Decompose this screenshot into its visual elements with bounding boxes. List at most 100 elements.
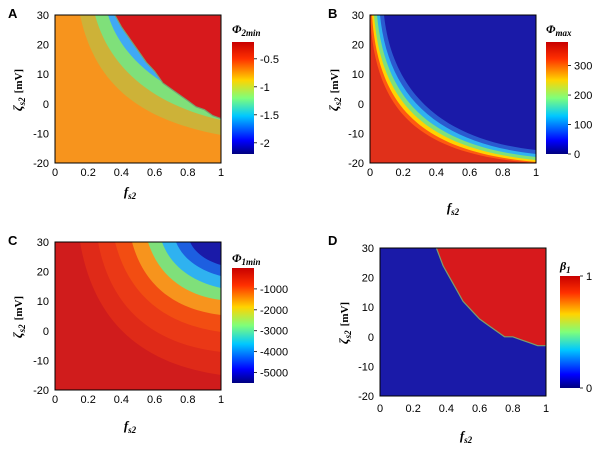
x-tick: 0.6	[462, 167, 477, 179]
colorbar-d	[560, 276, 580, 388]
colorbar-tick-label: 0	[586, 383, 592, 395]
y-axis-label-c: ζs2[mV]	[10, 296, 27, 338]
colorbar-tick-label: 0	[574, 149, 580, 161]
y-tick: -10	[358, 361, 374, 373]
y-tick: 0	[43, 99, 49, 111]
colorbar-ticks-a: -0.5 -1 -1.5 -2	[254, 54, 279, 150]
panel-c: C 0 0.2 0.4 0.6 0.8 1 30 20 10 0 -10	[8, 233, 288, 435]
colorbar-tick-label: -2000	[260, 305, 288, 317]
panel-label-d: D	[328, 233, 337, 248]
y-tick: 10	[37, 296, 49, 308]
colorbar-tick-label: -2	[260, 138, 270, 150]
panel-b: B 0 0.2 0.4 0.6 0.8 1 30 20 10 0 -10 -20	[326, 6, 592, 217]
x-tick: 0.6	[472, 403, 487, 415]
x-tick: 0.4	[114, 394, 129, 406]
y-tick: -20	[348, 158, 364, 170]
x-tick: 0.6	[147, 394, 162, 406]
x-tick: 1	[218, 394, 224, 406]
colorbar-label-b: Φmax	[546, 22, 572, 38]
y-tick: -10	[348, 128, 364, 140]
colorbar-label-d: β1	[559, 259, 571, 275]
x-tick: 0.2	[396, 167, 411, 179]
heatmap-c	[55, 242, 221, 390]
x-axis-label-a: fs2	[124, 184, 137, 201]
y-tick: 20	[37, 40, 49, 52]
heatmap-a	[55, 15, 221, 163]
panel-a: A 0 0.2 0.4 0.6 0.8 1 30 20 10 0 -10 -20	[8, 6, 279, 201]
region-d-red	[435, 248, 546, 347]
x-tick: 0.2	[81, 394, 96, 406]
y-tick: 30	[37, 237, 49, 249]
colorbar-label-a: Φ2min	[232, 22, 260, 38]
colorbar-tick-label: -1000	[260, 284, 288, 296]
x-ticks-d: 0 0.2 0.4 0.6 0.8 1	[377, 403, 549, 415]
x-tick: 0.2	[406, 403, 421, 415]
colorbar-tick-label: 300	[574, 61, 592, 73]
y-tick: 0	[368, 332, 374, 344]
x-tick: 0.8	[180, 167, 195, 179]
y-tick: 30	[362, 243, 374, 255]
y-ticks-c: 30 20 10 0 -10 -20	[33, 237, 49, 397]
y-ticks-a: 30 20 10 0 -10 -20	[33, 10, 49, 170]
x-axis-label-c: fs2	[124, 418, 137, 435]
panel-label-b: B	[328, 6, 337, 21]
heatmap-b	[370, 15, 536, 163]
panel-label-c: C	[8, 233, 18, 248]
x-tick: 0	[377, 403, 383, 415]
y-tick: 30	[352, 10, 364, 22]
y-tick: 20	[37, 267, 49, 279]
x-tick: 0.8	[180, 394, 195, 406]
colorbar-ticks-b: 300 200 100 0	[568, 61, 592, 161]
y-tick: 30	[37, 10, 49, 22]
y-tick: -20	[33, 385, 49, 397]
x-ticks-a: 0 0.2 0.4 0.6 0.8 1	[52, 167, 224, 179]
panel-label-a: A	[8, 6, 18, 21]
y-tick: -10	[33, 355, 49, 367]
x-ticks-b: 0 0.2 0.4 0.6 0.8 1	[367, 167, 539, 179]
y-axis-label-d: ζs2[mV]	[336, 302, 353, 344]
y-tick: 10	[352, 69, 364, 81]
x-axis-label-d: fs2	[460, 428, 473, 445]
colorbar-c	[232, 268, 254, 383]
y-tick: 20	[352, 40, 364, 52]
x-tick: 0.4	[439, 403, 454, 415]
y-tick: -20	[358, 391, 374, 403]
y-axis-label-b: ζs2[mV]	[326, 69, 343, 111]
colorbar-tick-label: -1.5	[260, 110, 279, 122]
x-tick: 0	[52, 167, 58, 179]
colorbar-tick-label: -4000	[260, 347, 288, 359]
region-a-red	[114, 15, 221, 120]
x-ticks-c: 0 0.2 0.4 0.6 0.8 1	[52, 394, 224, 406]
x-tick: 0	[52, 394, 58, 406]
heatmap-d	[380, 248, 546, 396]
colorbar-tick-label: 200	[574, 90, 592, 102]
x-tick: 0.4	[429, 167, 444, 179]
panel-d: D 0 0.2 0.4 0.6 0.8 1 30 20 10 0 -10 -20…	[328, 233, 592, 445]
colorbar-ticks-d: 10	[580, 271, 592, 395]
x-tick: 0.8	[495, 167, 510, 179]
x-tick: 1	[543, 403, 549, 415]
y-axis-label-a: ζs2[mV]	[10, 69, 27, 111]
y-tick: 0	[43, 326, 49, 338]
y-tick: 0	[358, 99, 364, 111]
y-tick: -10	[33, 128, 49, 140]
x-tick: 0.8	[505, 403, 520, 415]
colorbar-tick-label: 100	[574, 120, 592, 132]
x-tick: 0.2	[81, 167, 96, 179]
y-ticks-b: 30 20 10 0 -10 -20	[348, 10, 364, 170]
y-tick: 20	[362, 273, 374, 285]
colorbar-tick-label: -1	[260, 82, 270, 94]
colorbar-tick-label: 1	[586, 271, 592, 283]
colorbar-ticks-c: -1000 -2000 -3000 -4000 -5000	[254, 284, 288, 380]
colorbar-tick-label: -3000	[260, 326, 288, 338]
y-tick: 10	[362, 302, 374, 314]
x-tick: 0.6	[147, 167, 162, 179]
colorbar-b	[546, 42, 568, 154]
colorbar-tick-label: -0.5	[260, 54, 279, 66]
x-tick: 0.4	[114, 167, 129, 179]
x-axis-label-b: fs2	[447, 200, 460, 217]
colorbar-label-c: Φ1min	[232, 251, 260, 267]
x-tick: 1	[218, 167, 224, 179]
x-tick: 0	[367, 167, 373, 179]
